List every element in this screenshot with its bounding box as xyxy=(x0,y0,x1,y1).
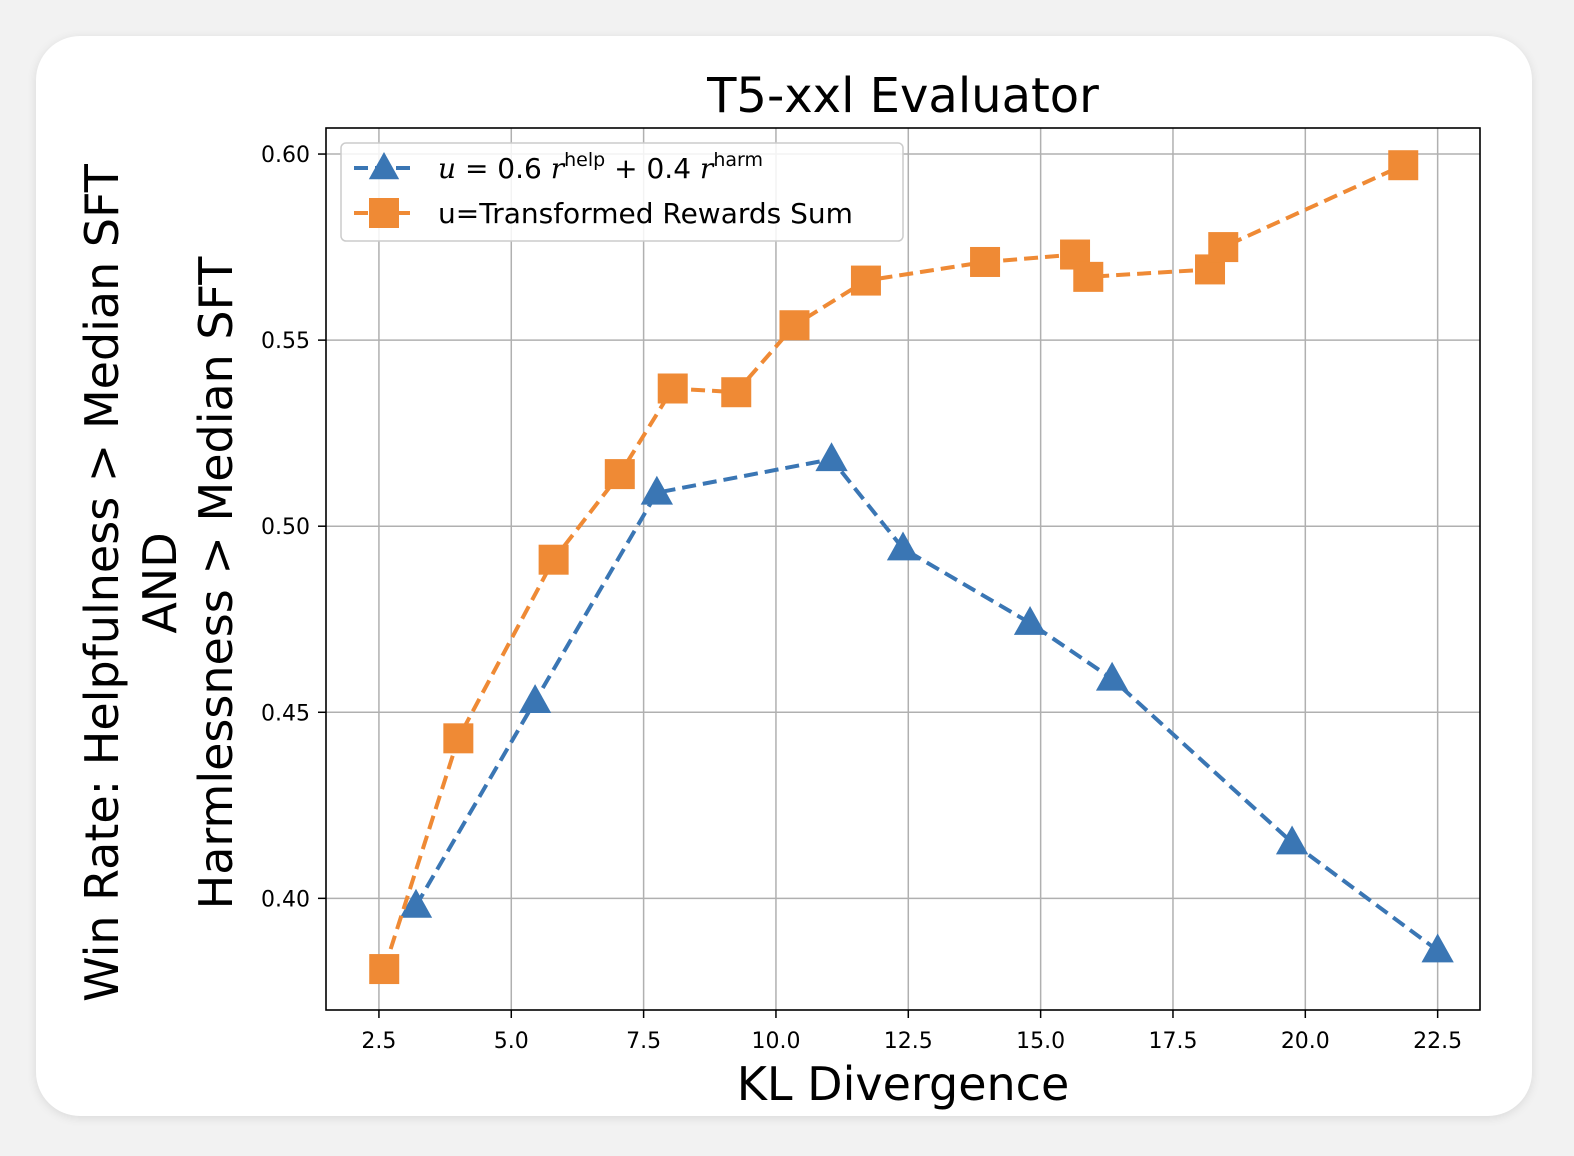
data-point-square xyxy=(850,265,881,296)
series-transformed-rewards xyxy=(369,150,1419,985)
data-point-square xyxy=(657,373,688,404)
data-point-triangle xyxy=(518,684,552,714)
legend-sup-help: help xyxy=(564,149,605,171)
legend-label-utility: u = 0.6 rhelp + 0.4 rharm xyxy=(438,149,763,185)
plot-frame xyxy=(325,127,1481,1011)
data-point-square xyxy=(779,310,810,341)
data-point-square xyxy=(721,377,752,408)
y-tick-label: 0.50 xyxy=(261,515,310,540)
series-line xyxy=(414,457,1439,953)
data-point-square xyxy=(970,246,1001,277)
y-tick-label: 0.55 xyxy=(261,329,310,354)
x-tick-label: 5.0 xyxy=(494,1029,529,1054)
grid xyxy=(326,128,1480,1010)
x-tick-label: 2.5 xyxy=(361,1029,396,1054)
series-layer xyxy=(369,150,1454,985)
x-tick-label: 22.5 xyxy=(1413,1029,1462,1054)
x-tick-label: 17.5 xyxy=(1148,1029,1197,1054)
data-point-square xyxy=(369,954,400,985)
data-point-square xyxy=(1208,232,1239,263)
legend-entry-transformed: u=Transformed Rewards Sum xyxy=(354,197,853,230)
y-tick-label: 0.40 xyxy=(261,887,310,912)
legend: u = 0.6 rhelp + 0.4 rharm u=Transformed … xyxy=(340,142,904,242)
data-point-triangle xyxy=(399,888,433,918)
legend-r-harm: r xyxy=(700,152,715,185)
x-tick-label: 20.0 xyxy=(1281,1029,1330,1054)
x-axis-label: KL Divergence xyxy=(737,1057,1070,1111)
data-point-triangle xyxy=(1013,605,1047,635)
legend-eq: = 0.6 xyxy=(456,152,551,185)
y-tick-label: 0.45 xyxy=(261,701,310,726)
legend-box xyxy=(340,142,904,242)
legend-triangle-icon xyxy=(368,152,400,180)
legend-u: u xyxy=(438,152,456,185)
legend-square-icon xyxy=(369,198,399,228)
y-axis-label-line3: Harmlessness > Median SFT xyxy=(189,256,243,910)
series-line xyxy=(382,163,1405,970)
data-point-square xyxy=(604,459,635,490)
legend-plus: + 0.4 xyxy=(605,152,700,185)
data-point-square xyxy=(538,544,569,575)
data-point-triangle xyxy=(1421,933,1454,963)
legend-label-transformed: u=Transformed Rewards Sum xyxy=(438,197,853,230)
legend-sup-harm: harm xyxy=(713,149,763,171)
x-tick-label: 12.5 xyxy=(884,1029,933,1054)
data-point-triangle xyxy=(886,531,920,561)
x-tick-label: 15.0 xyxy=(1016,1029,1065,1054)
data-point-square xyxy=(443,723,474,754)
y-axis-label-line1: Win Rate: Helpfulness > Median SFT xyxy=(75,163,129,1002)
data-point-triangle xyxy=(1275,825,1309,855)
data-point-square xyxy=(1388,150,1419,181)
legend-r-help: r xyxy=(551,152,566,185)
data-point-square xyxy=(1073,261,1104,292)
data-point-triangle xyxy=(1095,661,1129,691)
data-point-triangle xyxy=(815,442,848,472)
y-axis-label-line2: AND xyxy=(133,532,187,633)
x-tick-label: 7.5 xyxy=(626,1029,661,1054)
ticks: 2.5 5.0 7.5 10.0 12.5 15.0 17.5 20.0 22.5 0.40 0.4… xyxy=(261,143,1462,1054)
legend-entry-utility: u = 0.6 rhelp + 0.4 rharm xyxy=(354,149,763,185)
series-utility xyxy=(399,442,1454,963)
y-tick-label: 0.60 xyxy=(261,143,310,168)
data-point-triangle xyxy=(640,475,673,505)
x-tick-label: 10.0 xyxy=(751,1029,800,1054)
chart-title: T5-xxl Evaluator xyxy=(706,68,1099,124)
